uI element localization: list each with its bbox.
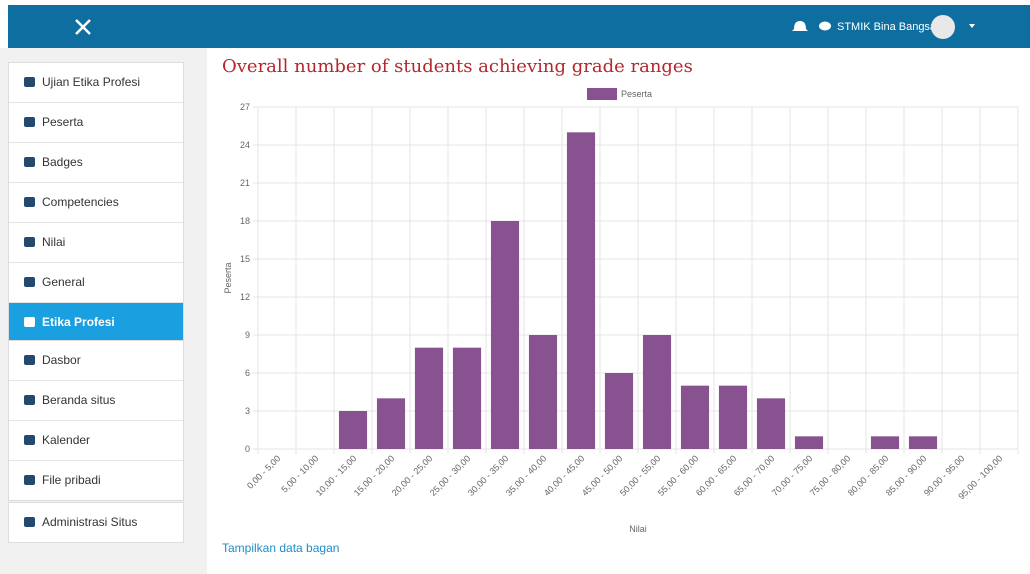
message-icon[interactable] (819, 21, 831, 31)
bar (756, 398, 786, 449)
y-tick-label: 15 (240, 254, 250, 264)
bar (490, 221, 520, 449)
nav-item[interactable]: Beranda situs (9, 381, 183, 421)
bar (718, 385, 748, 449)
chart-title: Overall number of students achieving gra… (222, 56, 693, 77)
nav-label: Administrasi Situs (42, 515, 138, 529)
nav-item-active[interactable]: Etika Profesi (9, 303, 183, 342)
y-tick-label: 27 (240, 102, 250, 112)
nav-item[interactable]: Administrasi Situs (9, 503, 183, 542)
user-menu-caret[interactable] (969, 24, 975, 28)
top-bar-icons: STMIK Bina Bangsa (75, 15, 975, 39)
nav-label: Peserta (42, 115, 84, 129)
nav-label: Kalender (42, 433, 91, 447)
nav-item[interactable]: Nilai (9, 223, 183, 263)
y-tick-label: 12 (240, 292, 250, 302)
nav-item[interactable]: File pribadi (9, 461, 183, 500)
nav-label: Ujian Etika Profesi (42, 75, 141, 89)
x-axis-label: Nilai (629, 524, 647, 534)
bar (642, 335, 672, 449)
close-button[interactable] (75, 19, 91, 35)
bar (566, 132, 596, 449)
legend-label: Peserta (621, 89, 652, 99)
bar (794, 436, 824, 449)
y-tick-label: 21 (240, 178, 250, 188)
bar (414, 347, 444, 449)
show-chart-data-link[interactable]: Tampilkan data bagan (222, 541, 340, 555)
nav-label: Etika Profesi (42, 315, 115, 329)
avatar[interactable] (931, 15, 955, 39)
y-axis-label: Peserta (223, 262, 233, 293)
nav-label: Nilai (42, 235, 66, 249)
x-tick-label: 5,00 - 10,00 (279, 453, 320, 494)
nav-group: Dasbor Beranda situs Kalender File priba… (8, 340, 184, 501)
nav-label: Competencies (42, 195, 119, 209)
nav-item[interactable]: Ujian Etika Profesi (9, 63, 183, 103)
y-tick-label: 18 (240, 216, 250, 226)
y-tick-label: 0 (245, 444, 250, 454)
notification-icon[interactable] (792, 21, 808, 31)
legend-swatch (587, 88, 617, 100)
nav-item[interactable]: Dasbor (9, 341, 183, 381)
y-tick-label: 6 (245, 368, 250, 378)
bar (870, 436, 900, 449)
nav-item[interactable]: Competencies (9, 183, 183, 223)
y-tick-label: 24 (240, 140, 250, 150)
bar (528, 335, 558, 449)
bar (908, 436, 938, 449)
sidebar: Ujian Etika Profesi Peserta Badges Compe… (0, 48, 207, 574)
nav-label: Badges (42, 155, 83, 169)
nav-label: Beranda situs (42, 393, 116, 407)
bar (452, 347, 482, 449)
nav-label: General (42, 275, 85, 289)
y-tick-label: 3 (245, 406, 250, 416)
top-bar: STMIK Bina Bangsa (8, 5, 1030, 48)
nav-label: File pribadi (42, 473, 101, 487)
nav-item[interactable]: Badges (9, 143, 183, 183)
bar (604, 373, 634, 449)
x-tick-label: 0,00 - 5,00 (245, 453, 282, 490)
bar (338, 411, 368, 449)
user-name[interactable]: STMIK Bina Bangsa (837, 21, 937, 33)
nav-label: Dasbor (42, 353, 81, 367)
nav-item[interactable]: Kalender (9, 421, 183, 461)
nav-group: Ujian Etika Profesi Peserta Badges Compe… (8, 62, 184, 343)
bar (376, 398, 406, 449)
nav-item[interactable]: General (9, 263, 183, 303)
nav-group: Administrasi Situs (8, 502, 184, 543)
chart: Overall number of students achieving gra… (222, 56, 1019, 534)
y-tick-label: 9 (245, 330, 250, 340)
nav-item[interactable]: Peserta (9, 103, 183, 143)
bar (680, 385, 710, 449)
